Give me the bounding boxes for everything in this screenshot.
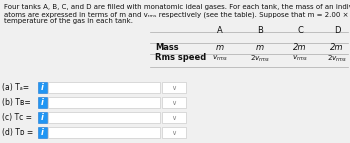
Text: m: m xyxy=(256,42,264,51)
Text: $v_{rms}$: $v_{rms}$ xyxy=(292,54,308,63)
Text: A: A xyxy=(217,26,223,35)
Text: atoms are expressed in terms of m and vᵣₘₛ respectively (see the table). Suppose: atoms are expressed in terms of m and vᵣ… xyxy=(4,11,350,18)
Text: $2v_{rms}$: $2v_{rms}$ xyxy=(250,53,270,64)
Text: $2v_{rms}$: $2v_{rms}$ xyxy=(327,53,347,64)
Text: (d) Tᴅ =: (d) Tᴅ = xyxy=(2,128,33,137)
Text: Rms speed: Rms speed xyxy=(155,53,206,62)
Text: D: D xyxy=(334,26,340,35)
Text: (c) Tᴄ =: (c) Tᴄ = xyxy=(2,113,32,122)
FancyBboxPatch shape xyxy=(38,112,47,123)
FancyBboxPatch shape xyxy=(38,97,47,108)
FancyBboxPatch shape xyxy=(38,82,47,93)
Text: 2m: 2m xyxy=(330,42,344,51)
Text: i: i xyxy=(41,128,44,137)
Text: 2m: 2m xyxy=(293,42,307,51)
Text: Four tanks A, B, C, and D are filled with monatomic ideal gases. For each tank, : Four tanks A, B, C, and D are filled wit… xyxy=(4,4,350,10)
FancyBboxPatch shape xyxy=(48,112,160,123)
Text: m: m xyxy=(216,42,224,51)
Text: temperature of the gas in each tank.: temperature of the gas in each tank. xyxy=(4,18,133,24)
Text: i: i xyxy=(41,83,44,92)
Text: ∨: ∨ xyxy=(172,100,176,106)
Text: (a) Tₐ=: (a) Tₐ= xyxy=(2,83,29,92)
Text: Mass: Mass xyxy=(155,42,178,51)
FancyBboxPatch shape xyxy=(162,112,186,123)
Text: i: i xyxy=(41,98,44,107)
FancyBboxPatch shape xyxy=(48,82,160,93)
Text: ∨: ∨ xyxy=(172,85,176,91)
FancyBboxPatch shape xyxy=(48,127,160,138)
FancyBboxPatch shape xyxy=(162,82,186,93)
Text: ∨: ∨ xyxy=(172,130,176,136)
Text: (b) Tʙ=: (b) Tʙ= xyxy=(2,98,31,107)
Text: ∨: ∨ xyxy=(172,115,176,121)
FancyBboxPatch shape xyxy=(162,127,186,138)
Text: i: i xyxy=(41,113,44,122)
Text: C: C xyxy=(297,26,303,35)
Text: B: B xyxy=(257,26,263,35)
FancyBboxPatch shape xyxy=(48,97,160,108)
FancyBboxPatch shape xyxy=(38,127,47,138)
FancyBboxPatch shape xyxy=(162,97,186,108)
Text: $v_{rms}$: $v_{rms}$ xyxy=(212,54,228,63)
